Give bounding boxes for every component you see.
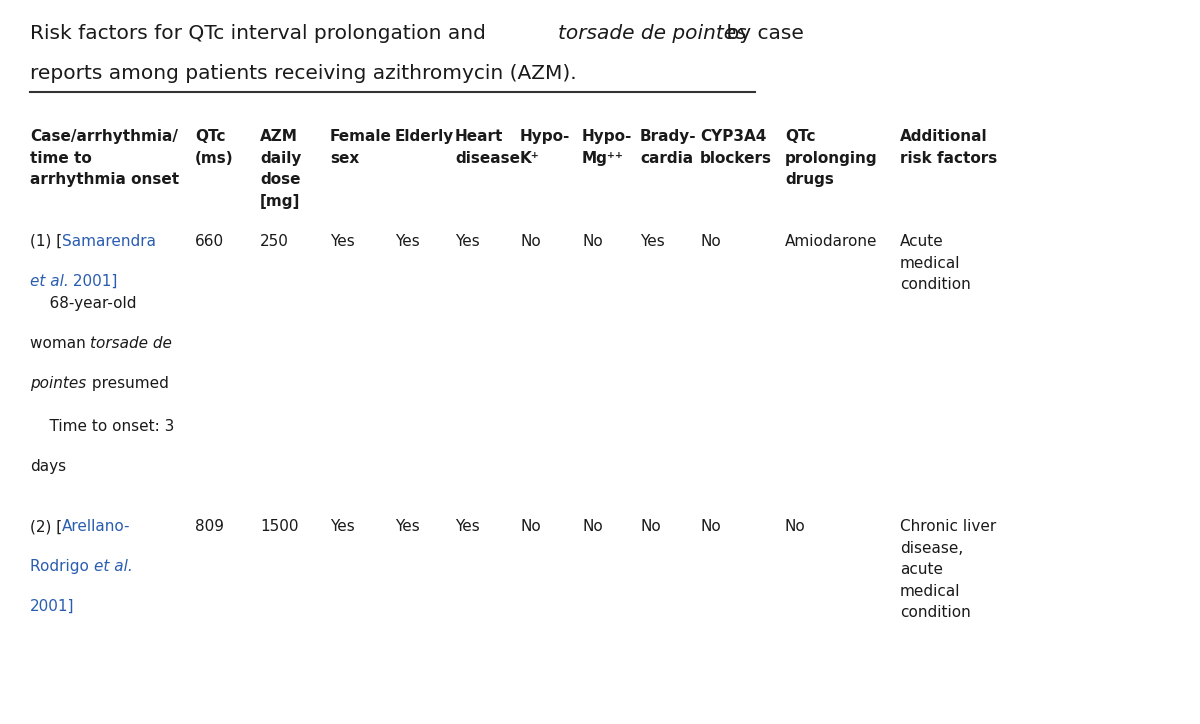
Text: presumed: presumed [88, 376, 169, 391]
Text: No: No [640, 519, 661, 534]
Text: Time to onset: 3: Time to onset: 3 [30, 419, 174, 434]
Text: 1500: 1500 [260, 519, 299, 534]
Text: Female
sex: Female sex [330, 129, 392, 166]
Text: No: No [520, 519, 541, 534]
Text: Chronic liver
disease,
acute
medical
condition: Chronic liver disease, acute medical con… [900, 519, 996, 620]
Text: Yes: Yes [455, 519, 480, 534]
Text: No: No [700, 234, 721, 249]
Text: Hypo-
Mg⁺⁺: Hypo- Mg⁺⁺ [582, 129, 632, 166]
Text: Brady-
cardia: Brady- cardia [640, 129, 697, 166]
Text: Yes: Yes [395, 234, 420, 249]
Text: Rodrigo: Rodrigo [30, 559, 94, 574]
Text: Heart
disease: Heart disease [455, 129, 520, 166]
Text: No: No [582, 519, 602, 534]
Text: Elderly: Elderly [395, 129, 455, 144]
Text: (2) [: (2) [ [30, 519, 62, 534]
Text: et al.: et al. [30, 274, 68, 289]
Text: Hypo-
K⁺: Hypo- K⁺ [520, 129, 570, 166]
Text: CYP3A4
blockers: CYP3A4 blockers [700, 129, 772, 166]
Text: reports among patients receiving azithromycin (AZM).: reports among patients receiving azithro… [30, 64, 577, 83]
Text: Acute
medical
condition: Acute medical condition [900, 234, 971, 292]
Text: 68-year-old: 68-year-old [30, 296, 137, 311]
Text: 250: 250 [260, 234, 289, 249]
Text: 2001]: 2001] [30, 599, 74, 614]
Text: 2001]: 2001] [68, 274, 118, 289]
Text: Samarendra: Samarendra [62, 234, 156, 249]
Text: No: No [582, 234, 602, 249]
Text: QTc
prolonging
drugs: QTc prolonging drugs [785, 129, 877, 188]
Text: Arellano-: Arellano- [62, 519, 131, 534]
Text: No: No [785, 519, 805, 534]
Text: Yes: Yes [395, 519, 420, 534]
Text: No: No [520, 234, 541, 249]
Text: Yes: Yes [330, 234, 355, 249]
Text: Yes: Yes [330, 519, 355, 534]
Text: Amiodarone: Amiodarone [785, 234, 877, 249]
Text: woman: woman [30, 336, 91, 351]
Text: pointes: pointes [30, 376, 86, 391]
Text: days: days [30, 459, 66, 474]
Text: QTc
(ms): QTc (ms) [194, 129, 234, 166]
Text: torsade de: torsade de [90, 336, 172, 351]
Text: 660: 660 [194, 234, 224, 249]
Text: (1) [: (1) [ [30, 234, 62, 249]
Text: torsade de pointes: torsade de pointes [558, 24, 746, 43]
Text: Yes: Yes [640, 234, 665, 249]
Text: AZM
daily
dose
[mg]: AZM daily dose [mg] [260, 129, 301, 209]
Text: Yes: Yes [455, 234, 480, 249]
Text: 809: 809 [194, 519, 224, 534]
Text: et al.: et al. [94, 559, 133, 574]
Text: Risk factors for QTc interval prolongation and: Risk factors for QTc interval prolongati… [30, 24, 492, 43]
Text: No: No [700, 519, 721, 534]
Text: Case/arrhythmia/
time to
arrhythmia onset: Case/arrhythmia/ time to arrhythmia onse… [30, 129, 179, 188]
Text: Additional
risk factors: Additional risk factors [900, 129, 997, 166]
Text: by case: by case [720, 24, 804, 43]
